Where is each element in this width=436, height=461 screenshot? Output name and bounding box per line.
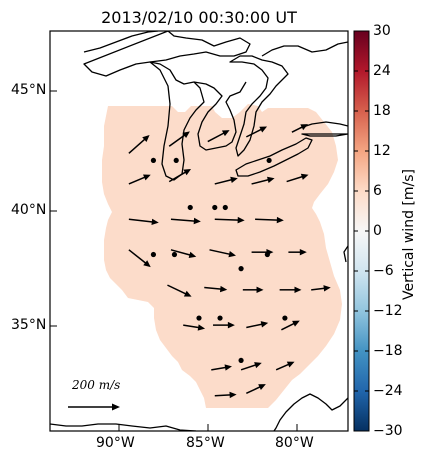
station-point [150, 251, 157, 258]
station-point [266, 157, 272, 164]
wind-vector-arrow [204, 285, 228, 293]
wind-vector-arrow [183, 324, 206, 331]
colorbar-tick-label: 18 [373, 103, 391, 119]
lon-label-90w: 90°W [96, 435, 135, 451]
michigan-lower-peninsula [193, 81, 247, 151]
wind-vector-arrow [214, 391, 237, 399]
vertical-wind-region [102, 104, 342, 408]
wind-vector-arrow [286, 173, 309, 183]
colorbar-tick-label: 12 [373, 143, 391, 159]
colorbar-tick-label: −24 [373, 383, 403, 399]
wind-vector-arrow [168, 131, 190, 147]
station-point [238, 357, 244, 364]
wind-vector-arrow [167, 284, 192, 297]
colorbar-tick-label: −6 [373, 263, 394, 279]
colorbar-tick-label: −30 [373, 423, 403, 439]
colorbar-tick-label: 30 [373, 23, 391, 39]
station-point [196, 315, 202, 321]
wind-vector-arrow [211, 364, 232, 371]
wind-vector-arrow [170, 249, 197, 258]
wind-vector-arrow [128, 249, 151, 268]
lat-label-40: 40°N [11, 202, 47, 218]
wind-vector-arrow [291, 124, 309, 133]
wind-vector-arrow [128, 218, 159, 226]
wind-vector-arrow [288, 248, 307, 256]
wind-vector-arrow [245, 126, 268, 138]
colorbar-tick-label: 24 [373, 63, 391, 79]
lake-huron-shoreline [229, 55, 289, 157]
wind-vector-arrow [128, 134, 150, 154]
wind-vector-arrow [246, 384, 266, 395]
colorbar-ticks [354, 30, 369, 432]
lake-erie-shoreline [235, 137, 313, 177]
axis-ticks [50, 90, 298, 431]
station-point [222, 204, 228, 211]
wind-vector-arrow [242, 286, 264, 294]
wind-vector-arrow [275, 361, 295, 371]
station-point [282, 315, 288, 321]
wind-vector-arrow [240, 362, 262, 371]
station-points [150, 157, 288, 364]
station-point [187, 204, 193, 211]
wind-vector-arrow [128, 174, 151, 185]
colorbar-tick-label: −12 [373, 303, 403, 319]
station-point [150, 157, 157, 164]
colorbar-tick-label: 6 [373, 183, 382, 199]
station-point [264, 251, 270, 258]
colorbar-tick-label: 0 [373, 223, 382, 239]
wind-vectors [128, 124, 331, 399]
lat-label-45: 45°N [11, 82, 47, 98]
wind-vector-arrow [279, 286, 302, 294]
colorbar-tick-label: −18 [373, 343, 403, 359]
station-point [217, 315, 223, 321]
wind-vector-arrow [246, 321, 269, 329]
map-frame [49, 30, 349, 432]
wind-vector-arrow [255, 216, 284, 224]
station-point [173, 157, 179, 164]
atlantic-coast [273, 245, 348, 431]
coastlines [50, 31, 348, 431]
wind-vector-arrow [214, 216, 245, 224]
colorbar-label: Vertical wind [m/s] [401, 169, 417, 300]
scale-arrow-label: 200 m/s [72, 378, 121, 392]
gulf-coast [50, 423, 197, 431]
wind-vector-arrow [170, 217, 201, 225]
station-point [171, 251, 178, 258]
wind-vector-arrow [311, 285, 331, 292]
map-title: 2013/02/10 00:30:00 UT [101, 8, 297, 27]
lake-superior-shoreline [83, 31, 251, 77]
wind-vector-arrow [207, 130, 230, 143]
wind-vector-arrow [214, 176, 238, 185]
lake-ontario-shoreline [299, 121, 348, 137]
lat-label-35: 35°N [11, 317, 47, 333]
station-point [238, 266, 244, 272]
wind-vector-arrow [209, 249, 236, 258]
wind-vector-arrow [251, 176, 275, 185]
lake-michigan-shoreline [149, 61, 205, 181]
station-point [212, 204, 218, 211]
lon-label-80w: 80°W [275, 435, 314, 451]
northern-shoreline [261, 41, 348, 57]
scale-arrow [68, 403, 120, 411]
lon-label-85w: 85°W [186, 435, 225, 451]
wind-vector-arrow [168, 168, 192, 183]
wind-vector-arrow [213, 321, 235, 329]
wind-vector-arrow [281, 320, 300, 331]
region-fill [102, 104, 342, 408]
